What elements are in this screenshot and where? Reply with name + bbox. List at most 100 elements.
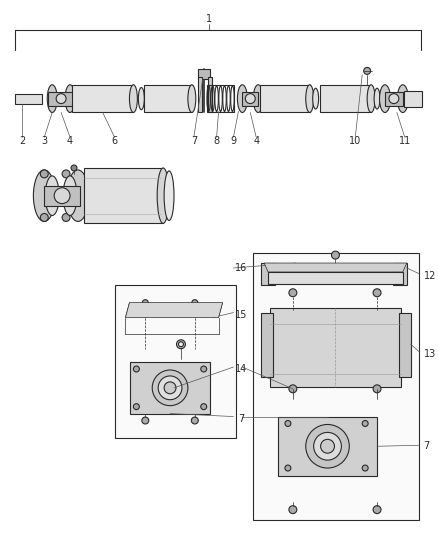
Text: 8: 8 [214,136,220,146]
Circle shape [373,289,381,297]
Text: 1: 1 [205,14,212,25]
Bar [207,85,234,112]
Bar [385,92,403,106]
Bar [198,77,202,111]
Circle shape [56,94,66,103]
Bar [393,263,407,285]
Text: 9: 9 [230,136,237,146]
Circle shape [362,465,368,471]
Circle shape [71,165,77,171]
Bar [144,85,192,112]
Ellipse shape [67,170,89,221]
Bar [399,312,411,377]
Bar [44,186,80,206]
Text: 10: 10 [349,136,361,146]
Circle shape [332,251,339,259]
Circle shape [362,421,368,426]
Text: 13: 13 [424,349,436,359]
Text: 7: 7 [191,136,197,146]
Bar [278,417,377,476]
Ellipse shape [63,176,77,215]
Text: 14: 14 [235,364,247,374]
Circle shape [373,506,381,514]
Polygon shape [125,303,223,318]
Text: 15: 15 [235,310,247,320]
Ellipse shape [306,85,314,112]
Text: 7: 7 [238,414,244,424]
Ellipse shape [313,88,318,109]
Bar [404,91,422,107]
Circle shape [152,370,188,406]
Bar [72,85,134,112]
Ellipse shape [130,85,138,112]
Bar [115,285,237,438]
Circle shape [134,403,139,410]
Circle shape [164,382,176,394]
Bar [260,85,310,112]
Bar [131,362,210,414]
Circle shape [285,465,291,471]
Circle shape [62,170,70,178]
Ellipse shape [237,85,247,112]
Ellipse shape [33,170,55,221]
Text: 16: 16 [235,263,247,273]
Bar [261,312,273,377]
Circle shape [201,403,207,410]
Bar [261,263,275,285]
Ellipse shape [374,88,380,109]
Ellipse shape [367,85,375,112]
Polygon shape [264,263,407,272]
Bar [270,308,401,387]
Text: 11: 11 [399,136,411,146]
Circle shape [306,424,350,468]
Circle shape [364,68,371,75]
Circle shape [289,289,297,297]
Text: 7: 7 [424,441,430,451]
Ellipse shape [138,87,144,110]
Circle shape [158,376,182,400]
Ellipse shape [397,85,408,112]
Bar [208,77,212,111]
Bar [268,272,403,284]
Text: 2: 2 [19,136,25,146]
Bar [84,168,163,223]
Ellipse shape [253,85,263,112]
Circle shape [192,300,198,305]
Ellipse shape [157,168,169,223]
Circle shape [321,439,335,453]
Circle shape [314,432,341,460]
Circle shape [134,366,139,372]
Circle shape [245,94,255,103]
Ellipse shape [164,171,174,221]
Circle shape [289,506,297,514]
Circle shape [373,385,381,393]
Circle shape [40,214,48,221]
Bar [242,92,258,106]
Circle shape [40,170,48,178]
Circle shape [142,300,148,305]
Text: 3: 3 [41,136,47,146]
Bar [320,85,371,112]
Circle shape [177,340,185,349]
Circle shape [389,94,399,103]
Text: 4: 4 [253,136,259,146]
Text: 4: 4 [67,136,73,146]
Ellipse shape [45,176,59,215]
Circle shape [62,214,70,221]
Ellipse shape [188,85,196,112]
Bar [48,92,74,106]
Circle shape [178,342,184,347]
Circle shape [289,385,297,393]
Circle shape [142,417,149,424]
Bar [198,69,210,79]
Ellipse shape [47,85,57,112]
Text: 6: 6 [112,136,118,146]
Ellipse shape [380,85,390,112]
Circle shape [285,421,291,426]
Circle shape [201,366,207,372]
Text: 12: 12 [424,271,436,281]
Circle shape [54,188,70,204]
Bar [253,253,419,520]
Bar [14,94,42,103]
Circle shape [191,417,198,424]
